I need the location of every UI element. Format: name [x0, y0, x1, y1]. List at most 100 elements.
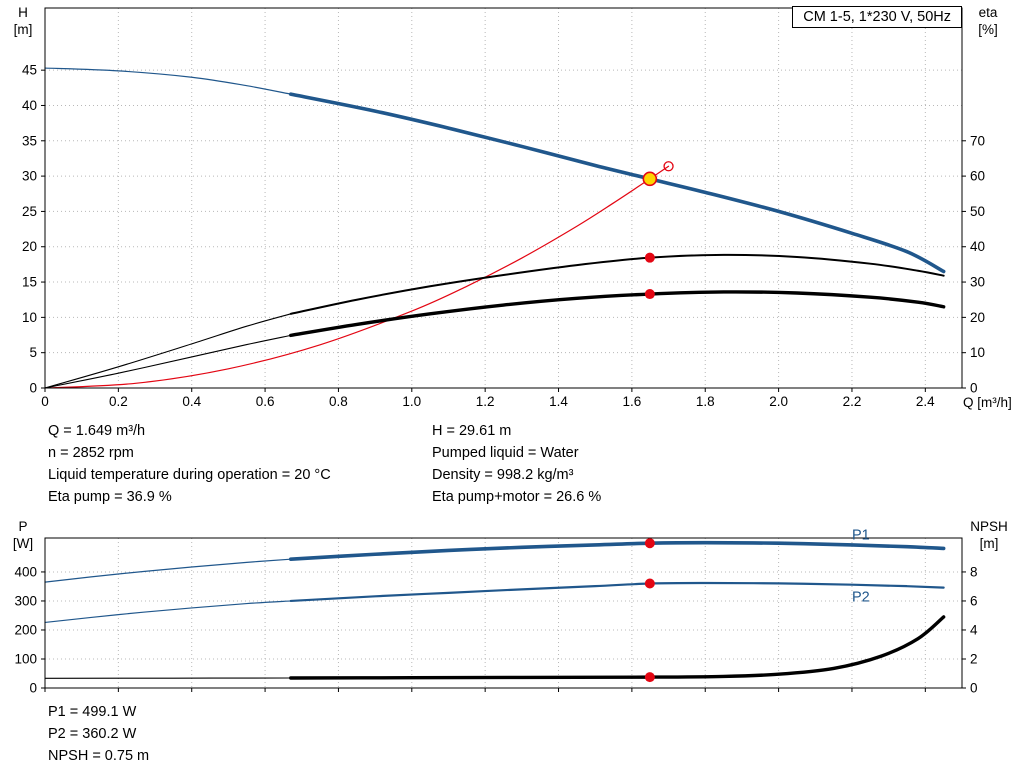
right-axis-tick-label: 2	[970, 651, 978, 666]
eta-axis-unit: [%]	[978, 22, 998, 37]
left-axis-tick-label: 30	[22, 169, 37, 184]
right-axis-tick-label: 20	[970, 310, 985, 325]
x-axis-tick-label: 0.4	[182, 394, 201, 409]
info-eta-pump-motor: Eta pump+motor = 26.6 %	[432, 489, 602, 505]
left-axis-tick-label: 45	[22, 63, 37, 78]
info-row: Q = 1.649 m³/h H = 29.61 m	[48, 420, 601, 442]
operating-point-info: Q = 1.649 m³/h H = 29.61 m n = 2852 rpm …	[48, 420, 601, 508]
right-axis-tick-label: 6	[970, 593, 978, 608]
right-axis-tick-label: 40	[970, 239, 985, 254]
p1-power-curve	[288, 540, 946, 561]
p2-power-curve	[289, 581, 945, 603]
power-axis-title: P [W]	[4, 518, 42, 552]
power-axis-unit: [W]	[12, 536, 34, 551]
left-axis-tick-label: 40	[22, 98, 37, 113]
info-p1: P1 = 499.1 W	[48, 704, 137, 720]
hq-eta-chart: 0 5 10 15 20 25 30 35 40 45 0 10 20 30 40 50 60 70 0 0.2 0.4…	[22, 7, 985, 409]
x-axis-tick-label: 1.2	[476, 394, 495, 409]
x-axis-tick-label: 2.2	[843, 394, 862, 409]
duty-dot-marker	[644, 289, 655, 300]
info-row: Liquid temperature during operation = 20…	[48, 464, 601, 486]
x-axis-tick-label: 2.0	[769, 394, 788, 409]
x-axis-tick-label: 1.8	[696, 394, 715, 409]
x-axis-tick-label: 1.0	[402, 394, 421, 409]
plot-frame	[44, 537, 963, 689]
info-flow: Q = 1.649 m³/h	[48, 423, 146, 439]
head-curve	[288, 92, 946, 274]
info-speed: n = 2852 rpm	[48, 445, 134, 461]
duty-dot-marker	[644, 252, 655, 263]
info-density: Density = 998.2 kg/m³	[432, 467, 574, 483]
x-axis-tick-label: 1.6	[622, 394, 641, 409]
eta-axis-name: eta	[978, 5, 998, 20]
x-axis-tick-label: 0	[41, 394, 49, 409]
head-curve	[44, 67, 292, 95]
info-head: H = 29.61 m	[432, 423, 512, 439]
system-curve	[44, 165, 670, 389]
p2-power-curve	[44, 600, 292, 624]
npsh-axis-unit: [m]	[979, 536, 999, 551]
npsh-axis-name: NPSH	[970, 519, 1008, 534]
right-axis-tick-label: 70	[970, 133, 985, 148]
pump-model-title-box: CM 1-5, 1*230 V, 50Hz	[792, 6, 962, 28]
power-npsh-info: P1 = 499.1 W P2 = 360.2 W NPSH = 0.75 m	[48, 701, 149, 767]
duty-dot-marker	[644, 578, 655, 589]
open-duty-marker	[663, 161, 674, 172]
left-axis-tick-label: 100	[14, 651, 37, 666]
left-axis-tick-label: 200	[14, 622, 37, 637]
info-liquid: Pumped liquid = Water	[432, 445, 579, 461]
left-axis-tick-label: 15	[22, 275, 37, 290]
x-axis-tick-label: 0.2	[109, 394, 128, 409]
left-axis-tick-label: 35	[22, 133, 37, 148]
x-axis-tick-label: 2.4	[916, 394, 935, 409]
head-axis-title: H [m]	[4, 4, 42, 38]
left-axis-tick-label: 0	[29, 681, 37, 696]
left-axis-tick-label: 10	[22, 310, 37, 325]
head-axis-name: H	[18, 5, 28, 20]
pump-model-label: CM 1-5, 1*230 V, 50Hz	[803, 9, 951, 25]
right-axis-tick-label: 0	[970, 681, 978, 696]
eta-pump-curve	[289, 253, 945, 315]
duty-dot-marker	[644, 538, 655, 549]
left-axis-tick-label: 300	[14, 593, 37, 608]
info-p2: P2 = 360.2 W	[48, 726, 137, 742]
flow-axis-label: Q [m³/h]	[963, 395, 1012, 410]
right-axis-tick-label: 0	[970, 381, 978, 396]
right-axis-tick-label: 4	[970, 622, 978, 637]
head-axis-unit: [m]	[13, 22, 33, 37]
npsh-axis-title: NPSH [m]	[958, 518, 1020, 552]
info-eta-pump: Eta pump = 36.9 %	[48, 489, 172, 505]
right-axis-tick-label: 30	[970, 275, 985, 290]
left-axis-tick-label: 0	[29, 381, 37, 396]
eta-pump-motor-curve	[44, 334, 292, 389]
info-row: Eta pump = 36.9 % Eta pump+motor = 26.6 …	[48, 486, 601, 508]
info-npsh: NPSH = 0.75 m	[48, 748, 150, 764]
left-axis-tick-label: 400	[14, 564, 37, 579]
p1-series-label: P1	[852, 527, 870, 543]
right-axis-tick-label: 50	[970, 204, 985, 219]
right-axis-tick-label: 8	[970, 564, 978, 579]
right-axis-tick-label: 10	[970, 345, 985, 360]
duty-point-marker	[642, 171, 658, 187]
p1-power-curve	[44, 558, 292, 583]
power-npsh-chart: 0 100 200 300 400 0 2 4 6 8 P1 P2	[14, 527, 978, 696]
power-axis-name: P	[18, 519, 28, 534]
eta-axis-title: eta [%]	[964, 4, 1012, 38]
p2-series-label: P2	[852, 590, 870, 606]
left-axis-tick-label: 20	[22, 239, 37, 254]
right-axis-tick-label: 60	[970, 169, 985, 184]
x-axis-tick-label: 0.6	[256, 394, 275, 409]
flow-axis-title: Q [m³/h]	[963, 394, 1012, 411]
duty-dot-marker	[644, 672, 655, 683]
left-axis-tick-label: 5	[29, 345, 37, 360]
x-axis-tick-label: 0.8	[329, 394, 348, 409]
eta-pump-motor-curve	[289, 290, 946, 338]
plot-frame	[44, 7, 963, 389]
info-row: n = 2852 rpm Pumped liquid = Water	[48, 442, 601, 464]
info-temperature: Liquid temperature during operation = 20…	[48, 467, 331, 483]
eta-pump-curve	[44, 313, 292, 389]
left-axis-tick-label: 25	[22, 204, 37, 219]
x-axis-tick-label: 1.4	[549, 394, 568, 409]
npsh-curve	[289, 615, 946, 680]
